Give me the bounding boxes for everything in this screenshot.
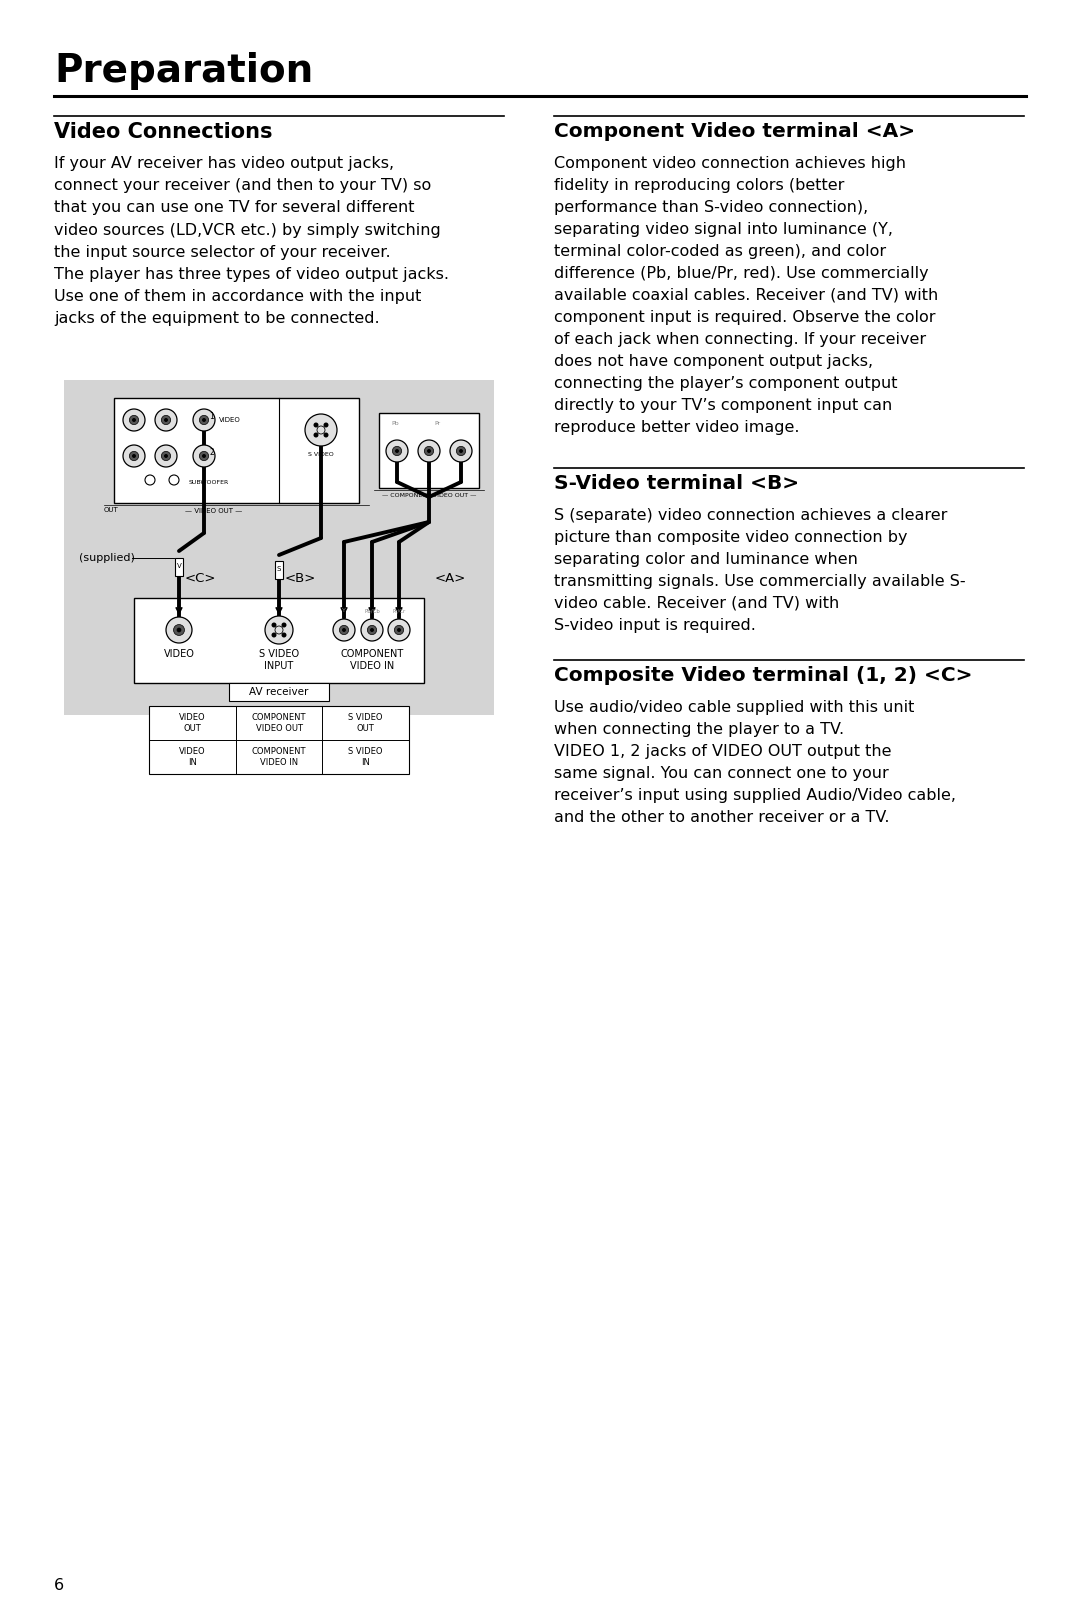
Text: COMPONENT
VIDEO IN: COMPONENT VIDEO IN [340,649,404,671]
Text: Composite Video terminal (1, 2) <C>: Composite Video terminal (1, 2) <C> [554,667,972,684]
Circle shape [130,451,138,461]
Text: Pb/Cb: Pb/Cb [364,608,380,613]
Circle shape [164,455,168,458]
Text: — VIDEO OUT —: — VIDEO OUT — [186,508,243,515]
Bar [149,705,409,773]
Text: Pr/Cr: Pr/Cr [392,608,406,613]
Text: <B>: <B> [285,571,316,584]
Text: Component video connection achieves high
fidelity in reproducing colors (better
: Component video connection achieves high… [554,155,939,435]
Text: S VIDEO
OUT: S VIDEO OUT [349,714,383,733]
Text: S VIDEO
INPUT: S VIDEO INPUT [259,649,299,671]
Circle shape [161,416,171,424]
Text: SUBWOOFER: SUBWOOFER [189,479,229,484]
Text: S VIDEO: S VIDEO [308,451,334,456]
Circle shape [156,445,177,468]
Text: Component Video terminal <A>: Component Video terminal <A> [554,121,915,141]
Text: COMPONENT
VIDEO IN: COMPONENT VIDEO IN [252,748,307,767]
Circle shape [339,626,349,634]
Text: V: V [177,563,181,570]
Text: If your AV receiver has video output jacks,
connect your receiver (and then to y: If your AV receiver has video output jac… [54,155,449,327]
Text: 6: 6 [54,1578,64,1594]
Bar [134,599,424,683]
Text: Pr: Pr [434,421,441,426]
Circle shape [123,445,145,468]
Circle shape [367,626,377,634]
Circle shape [418,440,440,463]
Circle shape [313,422,319,427]
Circle shape [123,409,145,430]
Circle shape [370,628,374,633]
Circle shape [361,620,383,641]
Text: Use audio/video cable supplied with this unit
when connecting the player to a TV: Use audio/video cable supplied with this… [554,701,956,825]
Circle shape [395,450,399,453]
Text: Preparation: Preparation [54,52,313,91]
Text: S (separate) video connection achieves a clearer
picture than composite video co: S (separate) video connection achieves a… [554,508,966,633]
Text: (supplied): (supplied) [79,553,135,563]
Circle shape [342,628,346,633]
Text: OUT: OUT [104,506,119,513]
Bar [175,558,183,576]
Text: — COMPONENT VIDEO OUT —: — COMPONENT VIDEO OUT — [382,493,476,498]
Bar [229,683,329,701]
Bar [64,380,494,715]
Bar [379,413,480,489]
Circle shape [166,616,192,642]
Text: S-Video terminal <B>: S-Video terminal <B> [554,474,799,493]
Text: VIDEO: VIDEO [219,417,241,422]
Circle shape [202,417,206,422]
Text: S: S [276,566,281,573]
Circle shape [305,414,337,447]
Text: Y: Y [342,608,346,613]
Text: <A>: <A> [435,571,467,584]
Text: AV receiver: AV receiver [249,688,309,697]
Circle shape [392,447,402,456]
Circle shape [177,628,181,633]
Circle shape [457,447,465,456]
Text: 2: 2 [210,448,214,456]
Circle shape [282,623,286,628]
Circle shape [161,451,171,461]
Text: COMPONENT
VIDEO OUT: COMPONENT VIDEO OUT [252,714,307,733]
Circle shape [202,455,206,458]
Text: VIDEO
OUT: VIDEO OUT [179,714,205,733]
Circle shape [200,451,208,461]
Circle shape [397,628,401,633]
Text: VIDEO
IN: VIDEO IN [179,748,205,767]
Circle shape [271,633,276,637]
Circle shape [193,409,215,430]
Circle shape [132,417,136,422]
Circle shape [424,447,434,456]
Circle shape [427,450,431,453]
Circle shape [164,417,168,422]
Circle shape [174,625,185,636]
Text: 1: 1 [210,411,214,421]
Text: Pb: Pb [391,421,399,426]
Text: Video Connections: Video Connections [54,121,272,142]
Circle shape [132,455,136,458]
Circle shape [324,422,328,427]
Circle shape [130,416,138,424]
Text: VIDEO: VIDEO [163,649,194,659]
Circle shape [193,445,215,468]
Circle shape [394,626,404,634]
Circle shape [282,633,286,637]
Circle shape [450,440,472,463]
Text: S VIDEO
IN: S VIDEO IN [349,748,383,767]
Bar [114,398,359,503]
Text: <C>: <C> [185,571,216,584]
Circle shape [333,620,355,641]
Circle shape [200,416,208,424]
Circle shape [265,616,293,644]
Circle shape [313,432,319,437]
Bar [275,561,283,579]
Circle shape [156,409,177,430]
Circle shape [386,440,408,463]
Circle shape [324,432,328,437]
Circle shape [271,623,276,628]
Circle shape [459,450,463,453]
Circle shape [388,620,410,641]
